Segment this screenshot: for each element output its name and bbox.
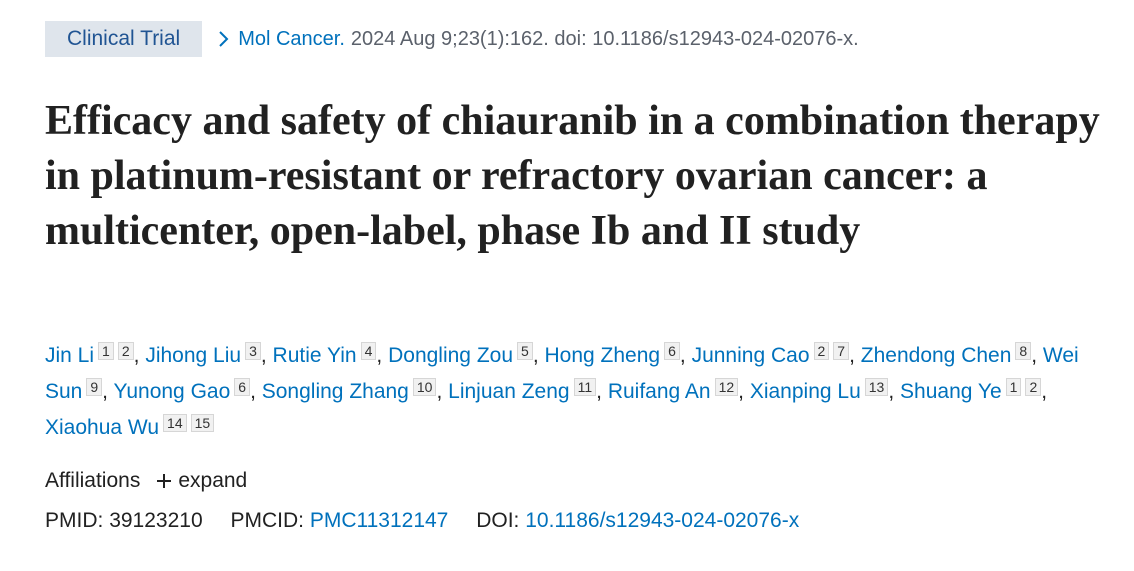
affiliation-ref[interactable]: 8 bbox=[1015, 342, 1032, 360]
author-entry: Zhendong Chen 8, bbox=[860, 342, 1038, 367]
author-name[interactable]: Shuang Ye bbox=[900, 380, 1002, 403]
separator: , bbox=[596, 380, 602, 403]
separator: , bbox=[102, 380, 109, 403]
plus-icon[interactable] bbox=[156, 473, 172, 489]
affiliation-ref[interactable]: 6 bbox=[664, 342, 680, 360]
affiliation-ref[interactable]: 4 bbox=[360, 342, 377, 360]
separator: , bbox=[738, 380, 744, 403]
separator: , bbox=[679, 344, 686, 367]
author-entry: Jin Li 1 2, bbox=[45, 342, 140, 367]
author-name[interactable]: Rutie Yin bbox=[272, 344, 357, 367]
author-name[interactable]: Yunong Gao bbox=[113, 380, 231, 403]
separator: , bbox=[436, 380, 443, 403]
article-title: Efficacy and safety of chiauranib in a c… bbox=[45, 98, 1100, 254]
author-name[interactable]: Junning Cao bbox=[691, 344, 810, 367]
author-entry: Linjuan Zeng 11, bbox=[448, 378, 602, 403]
author-entry: Yunong Gao 6, bbox=[113, 378, 256, 403]
separator: , bbox=[260, 344, 267, 367]
affiliation-ref[interactable]: 2 bbox=[1025, 378, 1042, 396]
identifiers: PMID: 39123210 PMCID: PMC11312147 DOI: 1… bbox=[45, 509, 799, 533]
affiliation-ref[interactable]: 5 bbox=[517, 342, 533, 360]
author-entry: Xiaohua Wu 14 15 bbox=[45, 414, 215, 439]
author-name[interactable]: Zhendong Chen bbox=[860, 344, 1012, 367]
author-name[interactable]: Ruifang An bbox=[607, 380, 711, 403]
publication-type-badge: Clinical Trial bbox=[45, 21, 203, 57]
author-entry: Xianping Lu 13, bbox=[749, 378, 895, 403]
affiliation-ref[interactable]: 11 bbox=[573, 378, 597, 396]
author-entry: Rutie Yin 4, bbox=[272, 342, 383, 367]
author-entry: Ruifang An 12, bbox=[607, 378, 744, 403]
affiliation-ref[interactable]: 6 bbox=[234, 378, 251, 396]
separator: , bbox=[1031, 344, 1038, 367]
author-name[interactable]: Jin Li bbox=[45, 344, 95, 367]
author-name[interactable]: Wei Sun bbox=[45, 344, 1079, 403]
separator: , bbox=[376, 344, 383, 367]
author-entry: Shuang Ye 1 2, bbox=[900, 378, 1048, 403]
author-entry: Jihong Liu 3, bbox=[145, 342, 267, 367]
affiliation-ref[interactable]: 1 bbox=[98, 342, 114, 360]
separator: , bbox=[532, 344, 539, 367]
separator: , bbox=[133, 344, 140, 367]
author-name[interactable]: Xianping Lu bbox=[749, 380, 861, 403]
affiliation-ref[interactable]: 2 bbox=[117, 342, 134, 360]
affiliation-ref[interactable]: 3 bbox=[245, 342, 261, 360]
chevron-icon bbox=[219, 31, 229, 47]
header: Clinical Trial Mol Cancer. 2024 Aug 9;23… bbox=[45, 21, 859, 57]
affiliations-row: Affiliations expand bbox=[45, 469, 247, 493]
author-entry: Hong Zheng 6, bbox=[544, 342, 686, 367]
affiliation-ref[interactable]: 7 bbox=[833, 342, 850, 360]
author-name[interactable]: Xiaohua Wu bbox=[45, 416, 160, 439]
affiliation-ref[interactable]: 9 bbox=[86, 378, 103, 396]
separator: , bbox=[888, 380, 895, 403]
affiliation-ref[interactable]: 13 bbox=[864, 378, 889, 396]
affiliations-label: Affiliations bbox=[45, 469, 141, 492]
author-entry: Dongling Zou 5, bbox=[388, 342, 539, 367]
affiliation-ref[interactable]: 10 bbox=[412, 378, 437, 396]
author-entry: Junning Cao 2 7, bbox=[691, 342, 855, 367]
doi-label: DOI: bbox=[476, 509, 520, 532]
pmid-label: PMID: bbox=[45, 509, 104, 532]
pmcid-link[interactable]: PMC11312147 bbox=[309, 509, 449, 532]
author-entry: Wei Sun 9, bbox=[45, 344, 1079, 403]
affiliation-ref[interactable]: 1 bbox=[1005, 378, 1022, 396]
separator: , bbox=[1041, 380, 1048, 403]
author-name[interactable]: Songling Zhang bbox=[261, 380, 409, 403]
author-name[interactable]: Linjuan Zeng bbox=[448, 380, 570, 403]
author-name[interactable]: Dongling Zou bbox=[388, 344, 514, 367]
author-name[interactable]: Hong Zheng bbox=[544, 344, 661, 367]
journal-link[interactable]: Mol Cancer. bbox=[238, 27, 345, 50]
doi-link[interactable]: 10.1186/s12943-024-02076-x bbox=[525, 509, 800, 532]
affiliation-ref[interactable]: 15 bbox=[190, 414, 215, 432]
author-name[interactable]: Jihong Liu bbox=[145, 344, 242, 367]
separator: , bbox=[250, 380, 256, 403]
citation-details: 2024 Aug 9;23(1):162. doi: 10.1186/s1294… bbox=[350, 27, 859, 50]
pmid: 39123210 bbox=[109, 509, 203, 532]
expand-toggle[interactable]: expand bbox=[178, 469, 248, 492]
affiliation-ref[interactable]: 12 bbox=[714, 378, 739, 396]
pmcid-label: PMCID: bbox=[230, 509, 304, 532]
affiliation-ref[interactable]: 14 bbox=[163, 414, 187, 432]
affiliation-ref[interactable]: 2 bbox=[813, 342, 830, 360]
author-entry: Songling Zhang 10, bbox=[261, 378, 443, 403]
author-list: Jin Li 1 2, Jihong Liu 3, Rutie Yin 4, Dongl… bbox=[45, 338, 1105, 446]
separator: , bbox=[849, 344, 855, 367]
